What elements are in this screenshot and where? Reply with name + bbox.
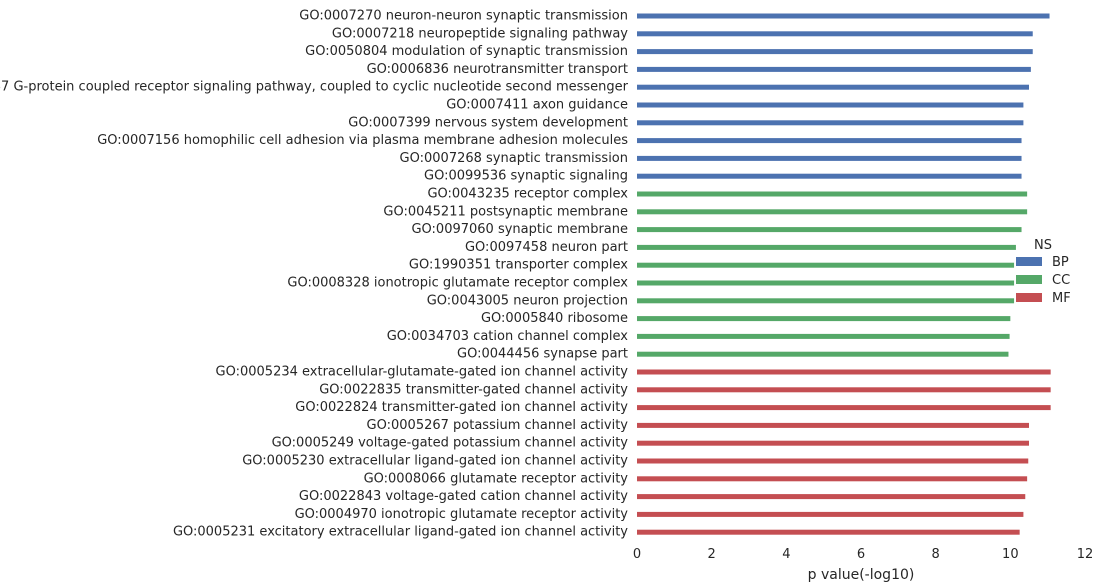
legend-title: NS bbox=[1034, 238, 1052, 253]
x-tick-label: 6 bbox=[857, 547, 865, 562]
category-label: GO:0005267 potassium channel activity bbox=[367, 418, 629, 433]
category-label: GO:0097458 neuron part bbox=[465, 240, 628, 255]
legend-swatch-cc bbox=[1016, 275, 1042, 284]
category-label: GO:0007268 synaptic transmission bbox=[400, 151, 628, 166]
category-label: GO:0007187 G-protein coupled receptor si… bbox=[0, 80, 629, 95]
x-tick-label: 0 bbox=[633, 547, 641, 562]
category-label: GO:0022843 voltage-gated cation channel … bbox=[299, 489, 628, 504]
category-label: GO:0004970 ionotropic glutamate receptor… bbox=[295, 507, 629, 522]
category-label: GO:0050804 modulation of synaptic transm… bbox=[305, 44, 628, 59]
bar-mf bbox=[637, 422, 1029, 428]
bar-cc bbox=[637, 262, 1015, 268]
category-label: GO:0005234 extracellular-glutamate-gated… bbox=[216, 365, 629, 380]
bar-mf bbox=[637, 440, 1029, 446]
bar-mf bbox=[637, 494, 1026, 500]
category-label: GO:0005230 extracellular ligand-gated io… bbox=[242, 454, 628, 469]
bar-mf bbox=[637, 369, 1051, 375]
bar-cc bbox=[637, 244, 1016, 250]
category-labels: GO:0007270 neuron-neuron synaptic transm… bbox=[0, 9, 629, 540]
legend-swatch-mf bbox=[1016, 293, 1042, 302]
x-tick-label: 2 bbox=[708, 547, 716, 562]
bar-bp bbox=[637, 155, 1022, 161]
bar-cc bbox=[637, 333, 1010, 339]
bar-bp bbox=[637, 173, 1022, 179]
bar-cc bbox=[637, 316, 1011, 322]
category-label: GO:0008328 ionotropic glutamate receptor… bbox=[287, 276, 628, 291]
category-label: GO:0007156 homophilic cell adhesion via … bbox=[97, 133, 628, 148]
bar-bp bbox=[637, 120, 1024, 126]
category-label: GO:0007270 neuron-neuron synaptic transm… bbox=[299, 9, 628, 24]
bar-cc bbox=[637, 351, 1009, 357]
bar-mf bbox=[637, 405, 1051, 411]
category-label: GO:0007218 neuropeptide signaling pathwa… bbox=[332, 26, 628, 41]
category-label: GO:0099536 synaptic signaling bbox=[424, 169, 628, 184]
bar-mf bbox=[637, 529, 1020, 535]
bar-mf bbox=[637, 458, 1029, 464]
bars-layer bbox=[637, 13, 1051, 535]
category-label: GO:0008066 glutamate receptor activity bbox=[364, 471, 629, 486]
bar-mf bbox=[637, 511, 1024, 517]
category-label: GO:0043235 receptor complex bbox=[427, 187, 628, 202]
category-label: GO:0022824 transmitter-gated ion channel… bbox=[295, 400, 628, 415]
bar-cc bbox=[637, 191, 1028, 197]
bar-bp bbox=[637, 31, 1033, 37]
bar-bp bbox=[637, 66, 1031, 72]
category-label: GO:0006836 neurotransmitter transport bbox=[367, 62, 628, 77]
x-tick-label: 12 bbox=[1077, 547, 1094, 562]
category-label: GO:0007399 nervous system development bbox=[348, 115, 628, 130]
x-axis: 0 2 4 6 8 10 12 bbox=[633, 547, 1093, 562]
legend-swatch-bp bbox=[1016, 257, 1042, 266]
bar-cc bbox=[637, 227, 1022, 233]
category-label: GO:0045211 postsynaptic membrane bbox=[383, 204, 628, 219]
legend-label-cc: CC bbox=[1052, 273, 1070, 288]
category-label: GO:0007411 axon guidance bbox=[446, 98, 628, 113]
bar-mf bbox=[637, 387, 1051, 393]
x-tick-label: 8 bbox=[932, 547, 940, 562]
bar-bp bbox=[637, 138, 1022, 144]
category-label: GO:0005249 voltage-gated potassium chann… bbox=[272, 436, 629, 451]
category-label: GO:0022835 transmitter-gated channel act… bbox=[319, 382, 628, 397]
x-tick-label: 10 bbox=[1002, 547, 1019, 562]
legend: NS BP CC MF bbox=[1016, 238, 1071, 306]
category-label: GO:1990351 transporter complex bbox=[409, 258, 628, 273]
bar-cc bbox=[637, 280, 1015, 286]
bar-bp bbox=[637, 13, 1050, 19]
category-label: GO:0097060 synaptic membrane bbox=[411, 222, 628, 237]
x-axis-title: p value(-log10) bbox=[808, 567, 915, 583]
category-label: GO:0044456 synapse part bbox=[457, 347, 628, 362]
legend-label-mf: MF bbox=[1052, 291, 1071, 306]
category-label: GO:0005840 ribosome bbox=[481, 311, 628, 326]
x-tick-label: 4 bbox=[782, 547, 790, 562]
bar-bp bbox=[637, 102, 1024, 108]
bar-cc bbox=[637, 209, 1028, 215]
category-label: GO:0043005 neuron projection bbox=[427, 293, 628, 308]
category-label: GO:0034703 cation channel complex bbox=[387, 329, 629, 344]
category-label: GO:0005231 excitatory extracellular liga… bbox=[173, 525, 628, 540]
legend-label-bp: BP bbox=[1052, 255, 1069, 270]
bar-bp bbox=[637, 84, 1029, 90]
bar-bp bbox=[637, 49, 1033, 55]
bar-mf bbox=[637, 476, 1028, 482]
bar-cc bbox=[637, 298, 1015, 304]
